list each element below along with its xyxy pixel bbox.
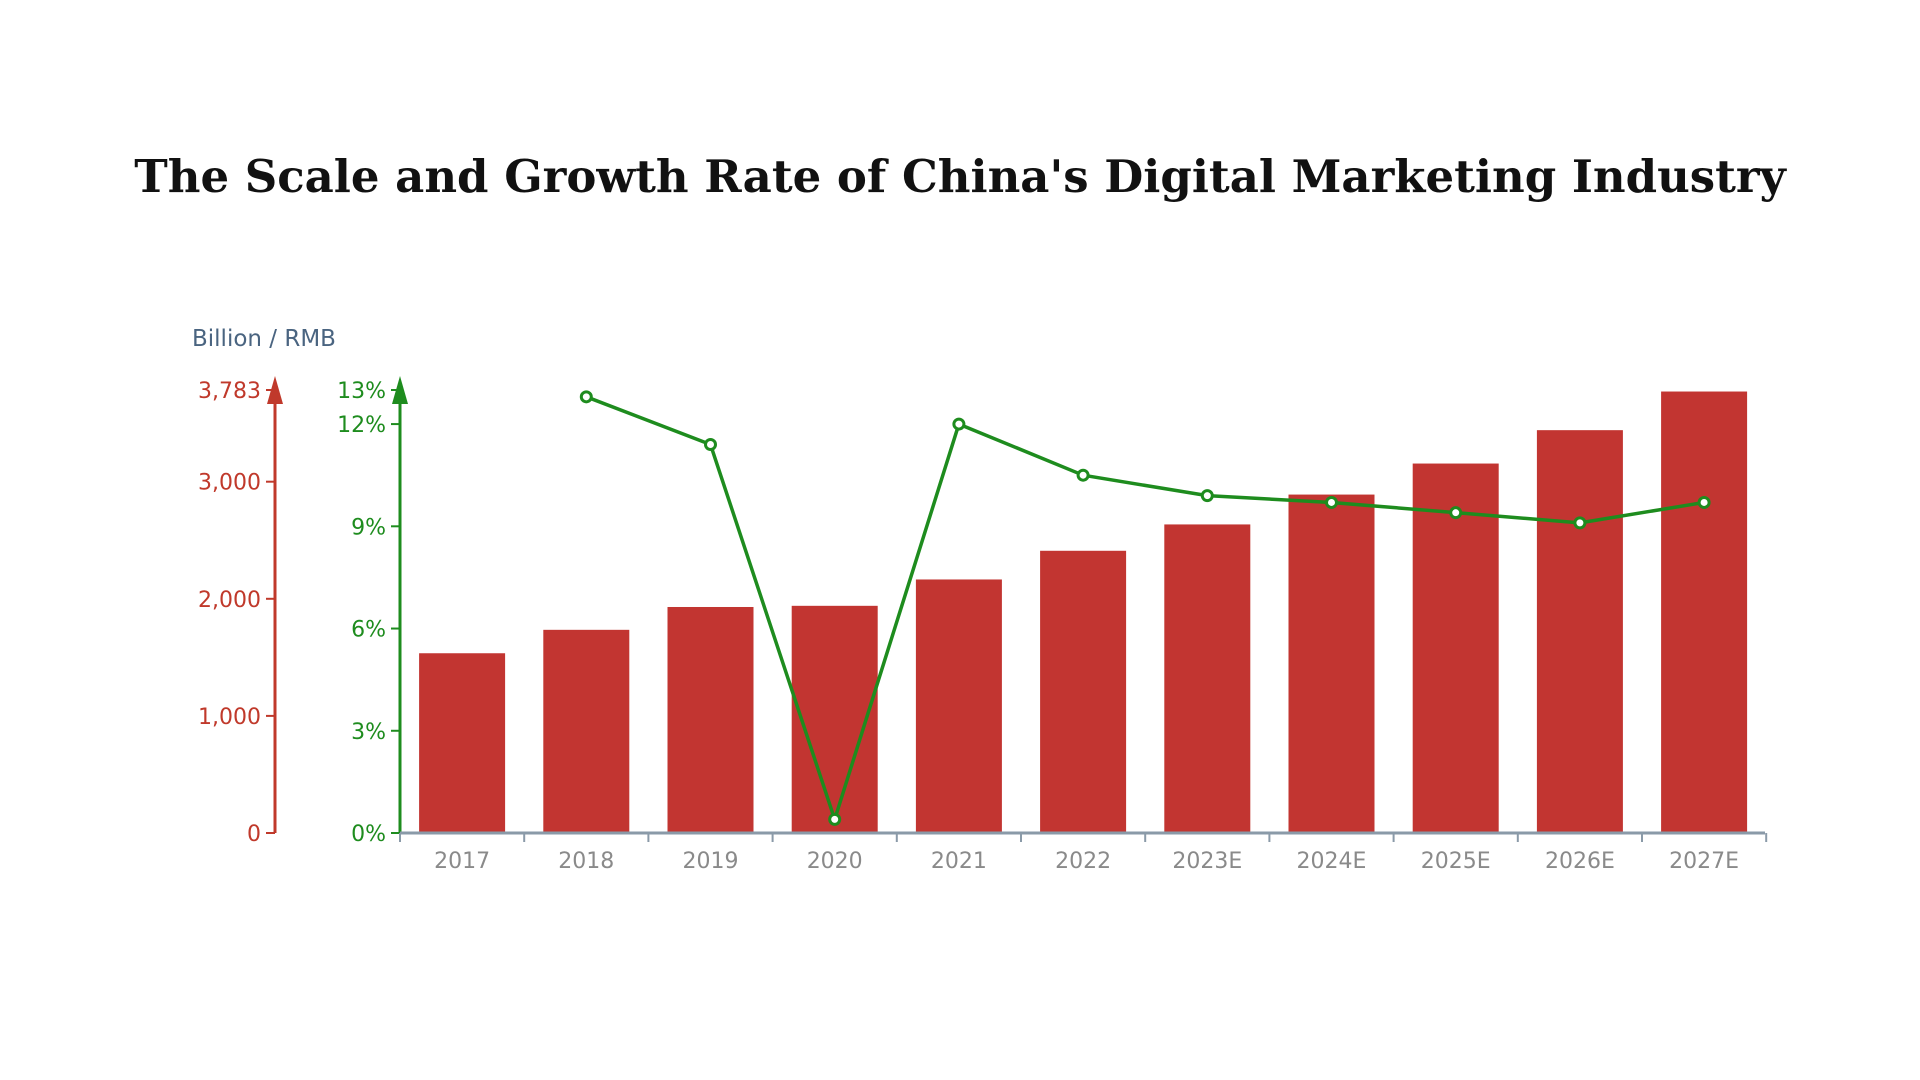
right-axis-tick-label: 0% [351,822,386,847]
bar-2020 [791,605,878,833]
bar-2023E [1164,524,1251,833]
left-axis-tick-label: 1,000 [198,705,261,730]
growth-line-path [585,395,1705,822]
x-axis-label: 2026E [1545,849,1615,874]
growth-point-2018 [579,390,593,404]
x-axis-label: 2017 [434,849,490,874]
bar-2018 [543,629,630,833]
unit-label: Billion / RMB [192,326,336,352]
x-axis-label: 2024E [1297,849,1367,874]
bar-2019 [667,606,754,833]
left-axis: 0 1,000 2,000 3,000 3,783 [198,376,283,847]
growth-point-2026E [1573,516,1587,530]
growth-point-2020 [828,812,842,826]
x-axis-label: 2019 [683,849,739,874]
growth-point-2025E [1449,506,1463,520]
right-axis-tick-label: 12% [337,413,386,438]
right-axis-tick-label: 6% [351,618,386,643]
bar-series [419,391,1748,833]
right-axis-tick-label: 13% [337,379,386,404]
x-axis-label: 2018 [558,849,614,874]
bar-2027E [1661,391,1748,833]
right-axis-tick-label: 9% [351,515,386,540]
x-axis-label: 2027E [1669,849,1739,874]
chart-title: The Scale and Growth Rate of China's Dig… [134,150,1786,203]
x-axis-label: 2025E [1421,849,1491,874]
left-axis-tick-label: 2,000 [198,588,261,613]
bar-2022 [1040,550,1127,833]
left-axis-tick-label: 3,783 [198,379,261,404]
x-axis-label: 2022 [1055,849,1111,874]
x-axis: 2017 2018 2019 2020 2021 2022 2023E 2024E 2025E 2… [399,831,1768,874]
bar-2021 [915,579,1002,833]
growth-point-2027E [1697,495,1711,509]
bar-2026E [1536,430,1623,833]
x-axis-label: 2020 [807,849,863,874]
growth-point-2024E [1325,495,1338,509]
bar-2025E [1412,463,1499,833]
x-axis-label: 2021 [931,849,987,874]
growth-point-2021 [952,417,966,431]
bar-2017 [419,653,506,833]
growth-point-2022 [1076,468,1090,482]
bar-2024E [1288,494,1375,833]
growth-point-2023E [1200,489,1214,503]
right-axis: 0% 3% 6% 9% 12% 13% [337,376,408,847]
growth-point-2019 [704,438,717,452]
growth-line-series [579,390,1711,826]
left-axis-tick-label: 3,000 [198,471,261,496]
right-axis-tick-label: 3% [351,720,386,745]
x-axis-label: 2023E [1172,849,1242,874]
left-axis-tick-label: 0 [247,822,261,847]
